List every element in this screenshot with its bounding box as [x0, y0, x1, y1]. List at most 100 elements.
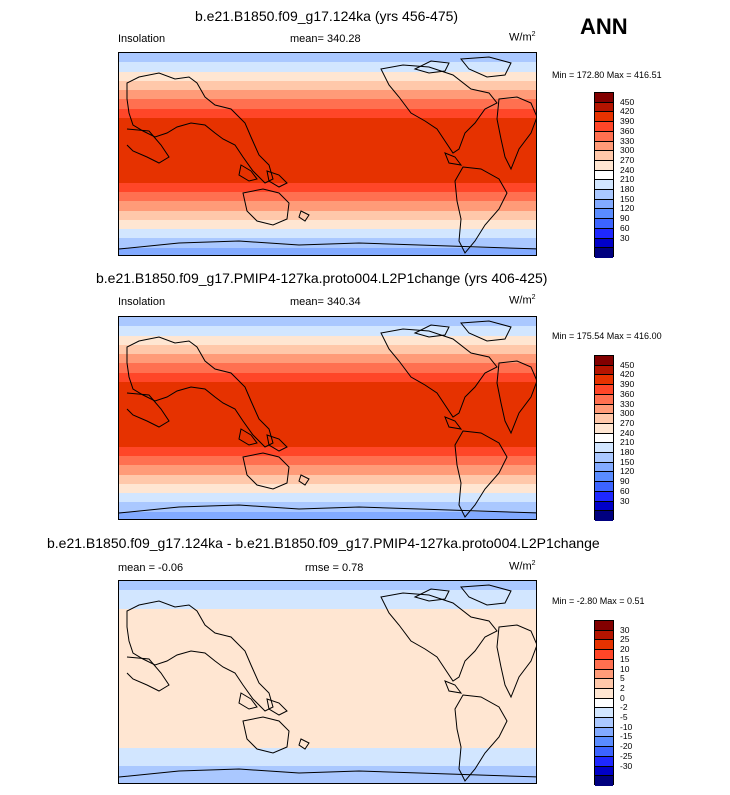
insolation-band — [119, 410, 536, 420]
panel-1-map — [118, 52, 537, 256]
coastline — [413, 588, 450, 602]
insolation-band — [119, 590, 536, 601]
colorbar-cell — [595, 501, 613, 512]
colorbar-label: 300 — [620, 408, 635, 419]
colorbar-label: 210 — [620, 174, 635, 185]
insolation-band — [119, 72, 536, 82]
insolation-band — [119, 646, 536, 656]
colorbar-cell — [595, 93, 613, 103]
coastline — [266, 170, 288, 188]
coastline — [444, 152, 463, 166]
insolation-band — [119, 345, 536, 355]
insolation-band — [119, 447, 536, 457]
colorbar-label: 240 — [620, 164, 635, 175]
insolation-band — [119, 192, 536, 202]
colorbar-label: 330 — [620, 398, 635, 409]
coastline — [298, 474, 310, 486]
coastline — [444, 680, 463, 694]
colorbar-label: -25 — [620, 750, 633, 761]
season-label: ANN — [580, 14, 628, 39]
colorbar-cell — [595, 180, 613, 191]
colorbar-cell — [595, 727, 613, 738]
insolation-band — [119, 609, 536, 619]
colorbar-label: 210 — [620, 437, 635, 448]
panel-2-center-label: mean= 340.34 — [290, 296, 361, 308]
colorbar-label: 25 — [620, 634, 630, 645]
coastline — [119, 240, 536, 250]
colorbar-label: 360 — [620, 125, 635, 136]
colorbar-cell — [595, 122, 613, 132]
insolation-band — [119, 600, 536, 610]
insolation-band — [119, 336, 536, 346]
colorbar-cell — [595, 112, 613, 123]
colorbar-cell — [595, 414, 613, 424]
colorbar-label: 180 — [620, 184, 635, 195]
colorbar-cell — [595, 621, 613, 631]
coastline — [238, 428, 258, 446]
insolation-band — [119, 739, 536, 749]
colorbar-label: 330 — [620, 135, 635, 146]
colorbar-label: 0 — [620, 692, 625, 703]
colorbar-label: 30 — [620, 624, 630, 635]
colorbar-label: 150 — [620, 456, 635, 467]
insolation-band — [119, 729, 536, 740]
insolation-band — [119, 655, 536, 665]
panel-3-minmax: Min = -2.80 Max = 0.51 — [552, 596, 645, 606]
panel-1-center-label: mean= 340.28 — [290, 33, 361, 45]
colorbar-label: 90 — [620, 213, 630, 224]
panel-2-left-label: Insolation — [118, 296, 166, 308]
insolation-band — [119, 502, 536, 513]
colorbar-cell — [595, 756, 613, 767]
colorbar-cell — [595, 688, 613, 699]
insolation-band — [119, 748, 536, 758]
insolation-band — [119, 211, 536, 221]
colorbar-cell — [595, 718, 613, 728]
coastline — [126, 392, 170, 428]
coastline — [496, 96, 536, 171]
coastline — [238, 692, 258, 710]
colorbar-cell — [595, 228, 613, 239]
insolation-band — [119, 373, 536, 383]
insolation-band — [119, 692, 536, 703]
colorbar-cell — [595, 423, 613, 434]
colorbar-cell — [595, 190, 613, 200]
panel-3-units: W/m2 — [509, 560, 536, 573]
insolation-band — [119, 391, 536, 401]
colorbar-label: 420 — [620, 369, 635, 380]
insolation-band — [119, 155, 536, 165]
insolation-band — [119, 674, 536, 684]
coastline — [119, 768, 536, 778]
colorbar-cell — [595, 491, 613, 502]
coastline — [413, 60, 450, 74]
insolation-band — [119, 317, 536, 327]
insolation-band — [119, 493, 536, 503]
colorbar-cell — [595, 443, 613, 454]
insolation-band — [119, 456, 536, 466]
colorbar-label: -2 — [620, 702, 628, 713]
insolation-band — [119, 354, 536, 364]
colorbar-label: 120 — [620, 466, 635, 477]
insolation-band — [119, 664, 536, 675]
panel-3-center-label: rmse = 0.78 — [305, 562, 364, 574]
colorbar-label: 420 — [620, 106, 635, 117]
insolation-band — [119, 118, 536, 128]
insolation-band — [119, 711, 536, 721]
colorbar-cell — [595, 433, 613, 444]
colorbar-cell — [595, 708, 613, 719]
insolation-band — [119, 201, 536, 212]
colorbar-cell — [595, 659, 613, 670]
colorbar-label: 360 — [620, 388, 635, 399]
colorbar-cell — [595, 375, 613, 386]
colorbar-label: 30 — [620, 232, 630, 243]
colorbar-label: -15 — [620, 731, 633, 742]
insolation-band — [119, 363, 536, 374]
coastline — [126, 656, 170, 692]
coastline — [454, 166, 508, 254]
colorbar-cell — [595, 482, 613, 492]
panel-2-map-svg — [119, 317, 536, 519]
insolation-band — [119, 512, 536, 519]
colorbar-label: 90 — [620, 476, 630, 487]
coastline — [460, 56, 512, 78]
coastline — [460, 584, 512, 606]
colorbar-cell — [595, 365, 613, 376]
